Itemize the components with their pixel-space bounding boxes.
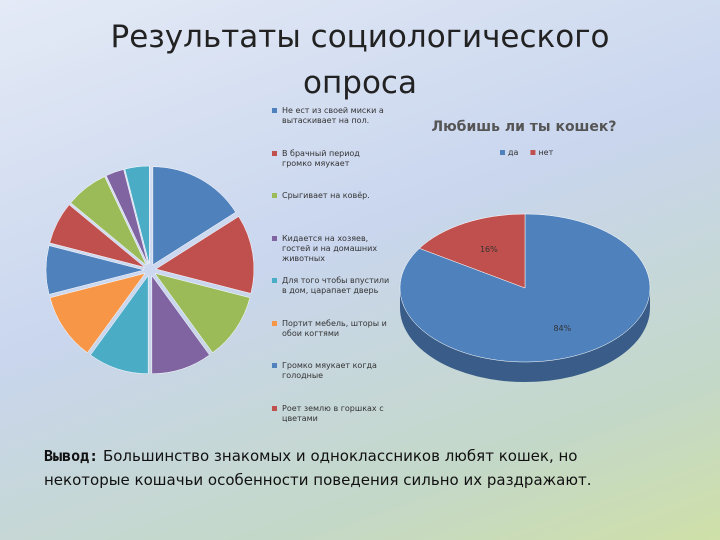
conclusion-text: Большинство знакомых и одноклассников лю…	[102, 447, 578, 465]
pie-slice	[418, 213, 526, 289]
legend-label: В брачный период громко мяукает	[282, 148, 360, 168]
legend-item: Роет землю в горшках с цветами	[272, 404, 390, 424]
pie-side	[400, 288, 650, 382]
pie-slice	[105, 169, 149, 265]
pie-slice	[49, 272, 146, 354]
legend-swatch	[530, 150, 536, 155]
legend-label: Громко мяукает когда голодные	[282, 361, 377, 380]
conclusion-text: некоторые кошачьи особенности поведения …	[44, 471, 592, 489]
pie-slice	[155, 216, 255, 294]
slide-title: Результаты социологического опроса	[60, 14, 660, 106]
title-line: опроса	[303, 65, 417, 101]
data-label: 16%	[480, 245, 498, 254]
pie-slice	[70, 176, 147, 266]
pie-slice	[90, 274, 149, 374]
legend-item: Громко мяукает когда голодные	[272, 361, 390, 381]
legend-item: Для того чтобы впустили в дом, царапает …	[272, 276, 390, 296]
legend-swatch	[500, 150, 505, 155]
pie-slice	[154, 272, 251, 354]
conclusion-label: Вывод:	[44, 447, 99, 465]
legend-item: Срыгивает на ковёр.	[272, 191, 390, 201]
legend-item: Портит мебель, шторы и обои когтями	[272, 319, 390, 339]
legend-label: Для того чтобы впустили в дом, царапает …	[282, 276, 390, 295]
legend-item: Кидается на хозяев, гостей и на домашних…	[272, 234, 390, 264]
pie-slice	[124, 165, 150, 265]
legend-swatch	[272, 150, 277, 156]
legend-swatch	[272, 193, 277, 198]
legend-label: Портит мебель, шторы и обои когтями	[282, 318, 387, 338]
legend-label: Срыгивает на ковёр.	[282, 191, 370, 200]
legend-label: Роет землю в горшках с цветами	[282, 403, 384, 423]
legend-swatch	[272, 108, 277, 113]
legend-item: Не ест из своей миски а вытаскивает на п…	[272, 106, 390, 126]
legend-label: Не ест из своей миски а вытаскивает на п…	[282, 106, 384, 125]
conclusion: Вывод: Большинство знакомых и одноклассн…	[44, 444, 684, 492]
chart-title: Любишь ли ты кошек?	[431, 119, 616, 135]
title-line: Результаты социологического	[110, 19, 610, 55]
data-label: 84%	[553, 324, 571, 333]
pie-slice	[152, 166, 236, 266]
legend-swatch	[272, 405, 277, 411]
pie-slice	[49, 204, 145, 268]
pie-slice	[45, 245, 145, 295]
legend-item: В брачный период громко мяукает	[272, 149, 390, 169]
pie-slice	[151, 274, 210, 374]
legend-swatch	[272, 320, 277, 326]
legend-label: нет	[538, 148, 553, 157]
legend-swatch	[272, 363, 277, 368]
legend-swatch	[272, 235, 277, 241]
legend-label: да	[508, 148, 519, 157]
legend-label: Кидается на хозяев, гостей и на домашних…	[282, 233, 378, 263]
legend-swatch	[272, 278, 277, 283]
